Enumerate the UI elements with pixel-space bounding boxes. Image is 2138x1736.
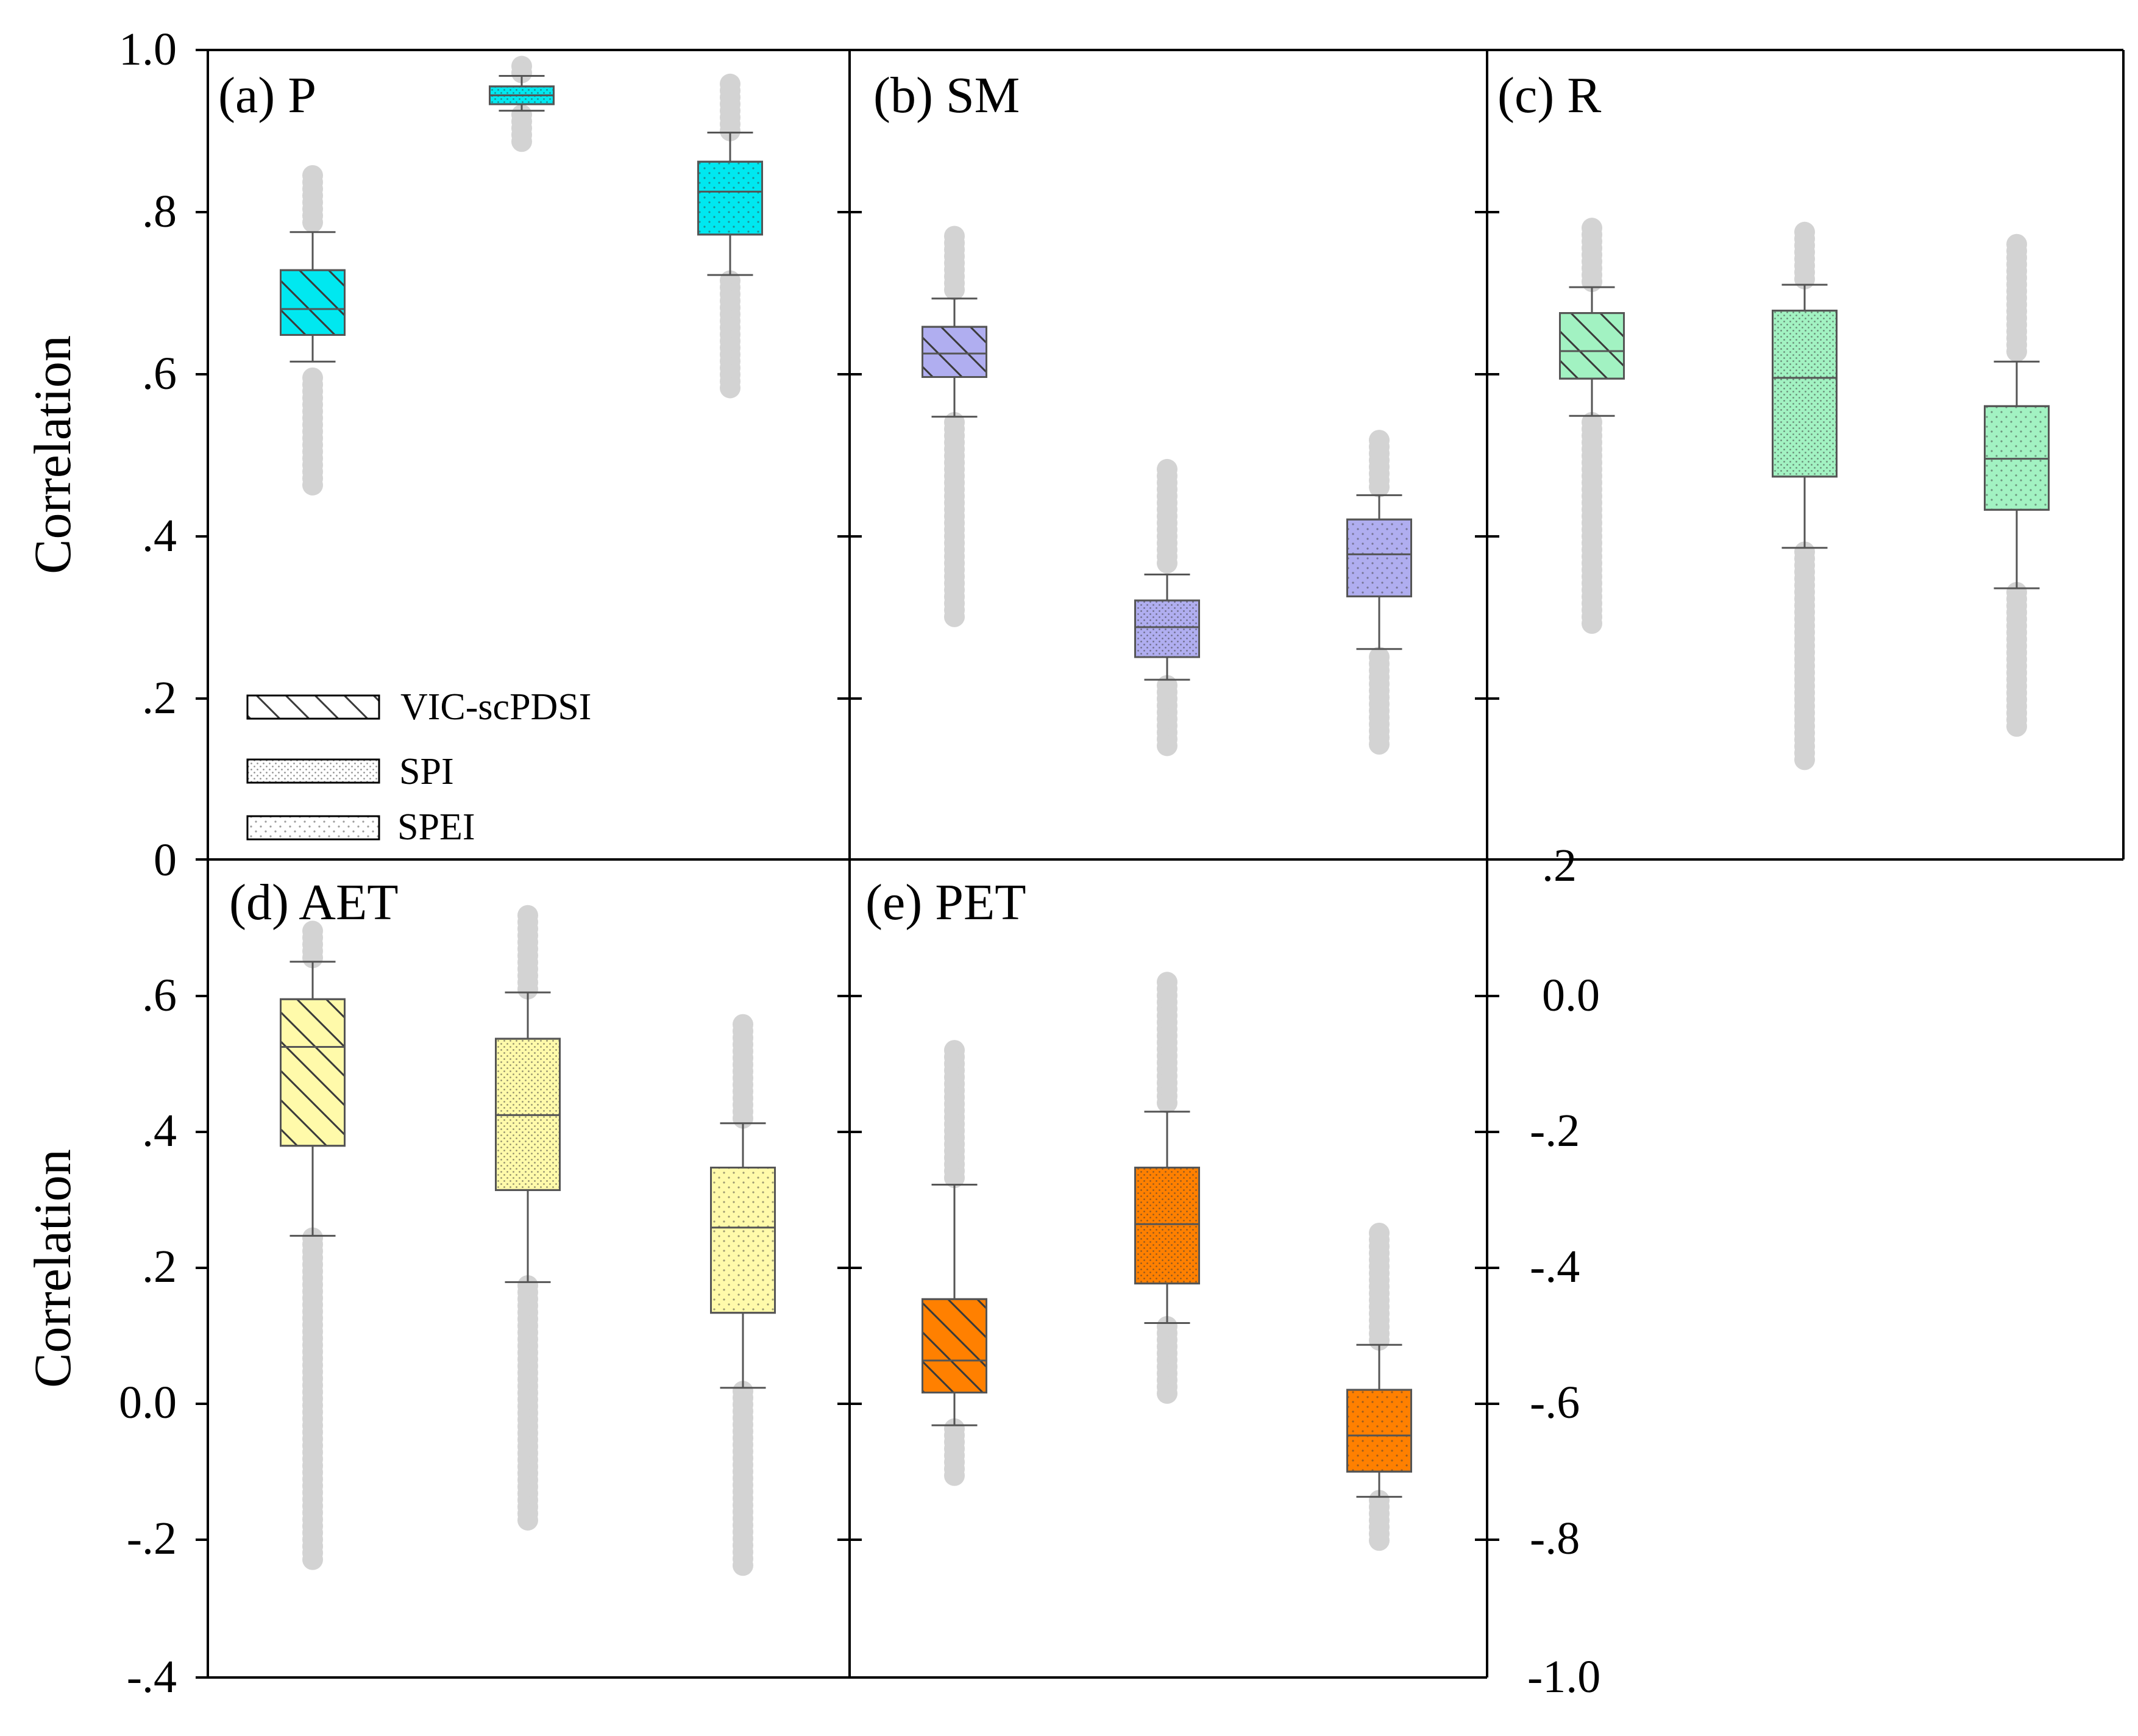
box-spi: [1134, 1111, 1200, 1324]
box-pattern: [1134, 1166, 1200, 1285]
box-spei: [1346, 1343, 1412, 1498]
tick-label: -.8: [1530, 1513, 1580, 1564]
panel-titles: (a) P (b) SM (c) R (d) AET (e) PET: [218, 67, 1601, 931]
box-pattern: [710, 1166, 776, 1314]
tick-label: .2: [1542, 840, 1577, 891]
box-spei: [1346, 494, 1412, 650]
outlier-point: [1369, 734, 1390, 755]
outlier-point: [1369, 477, 1390, 498]
tick-label: .4: [142, 1105, 177, 1156]
tick-label: .2: [142, 672, 177, 724]
tick-label: -.4: [1530, 1241, 1580, 1292]
panel-title-p: (a) P: [218, 67, 316, 124]
tick-label: -.4: [127, 1651, 177, 1702]
outlier-point: [944, 279, 965, 301]
y-axis-label-top: Correlation: [23, 335, 82, 574]
legend-entry-vic-scpdsi: VIC-scPDSI: [246, 686, 591, 728]
box-spi: [1134, 574, 1200, 681]
box-vic-scpdsi: [922, 297, 987, 418]
outlier-point: [1157, 735, 1177, 756]
box-pattern: [280, 269, 346, 336]
tick-label: .6: [142, 348, 177, 399]
panel-title-r: (c) R: [1497, 67, 1601, 124]
outlier-point: [1157, 1383, 1177, 1404]
box-spi: [489, 74, 555, 112]
box-pattern: [1772, 310, 1838, 478]
outlier-point: [720, 120, 740, 141]
box-pattern: [922, 1298, 987, 1394]
box-pattern: [1134, 599, 1200, 658]
box-pattern: [1346, 1389, 1412, 1473]
box-spei: [710, 1122, 776, 1389]
tick-label: .6: [142, 970, 177, 1021]
outlier-point: [944, 606, 965, 627]
outlier-point: [302, 212, 323, 233]
outlier-point: [302, 1549, 323, 1570]
tick-label: -1.0: [1527, 1651, 1600, 1702]
outlier-point: [511, 62, 532, 84]
tick-label: .2: [142, 1241, 177, 1292]
outlier-point: [944, 1465, 965, 1486]
legend-entry-spei: SPEI: [246, 806, 475, 848]
legend-swatch-sparse-fill: [246, 815, 380, 841]
outlier-point: [2006, 716, 2027, 737]
tick-label: -.2: [1530, 1105, 1580, 1156]
tick-label: 1.0: [119, 24, 177, 75]
tick-label: .8: [142, 186, 177, 237]
outlier-points: [302, 55, 2027, 1576]
legend: VIC-scPDSI SPI SPEI: [246, 686, 591, 848]
tick-label: 0: [154, 834, 177, 886]
outlier-point: [1369, 1530, 1390, 1551]
legend-label: SPEI: [397, 806, 475, 848]
outlier-point: [944, 1167, 965, 1189]
tick-label: .4: [142, 510, 177, 561]
box-spi: [495, 991, 561, 1283]
box-spei: [1984, 360, 2050, 589]
tick-label: 0.0: [1542, 970, 1600, 1021]
box-vic-scpdsi: [1559, 286, 1625, 417]
outlier-point: [1794, 749, 1815, 770]
tick-label: -.6: [1530, 1377, 1580, 1428]
legend-swatch-dense-fill: [246, 758, 380, 784]
box-pattern: [1346, 518, 1412, 597]
outlier-point: [720, 377, 740, 399]
tick-labels-top: 1.0 .8 .6 .4 .2 0: [119, 24, 177, 886]
box-spei: [697, 131, 763, 276]
box-vic-scpdsi: [280, 961, 346, 1237]
outlier-point: [302, 947, 323, 969]
box-pattern: [922, 326, 987, 379]
outlier-point: [733, 1555, 753, 1576]
outlier-point: [1157, 1092, 1177, 1114]
panel-title-sm: (b) SM: [873, 67, 1020, 124]
tick-label: -.2: [127, 1513, 177, 1564]
tick-labels-bottom-left: .6 .4 .2 0.0 -.2 -.4: [119, 970, 177, 1702]
tick-labels-bottom-right: .2 0.0 -.2 -.4 -.6 -.8 -1.0: [1527, 840, 1600, 1702]
panel-frames: [207, 49, 2125, 1679]
legend-label: SPI: [399, 751, 454, 792]
y-axis-label-bottom: Correlation: [23, 1149, 82, 1388]
legend-label: VIC-scPDSI: [400, 686, 591, 728]
box-vic-scpdsi: [280, 231, 346, 363]
outlier-point: [1157, 552, 1177, 574]
box-pattern: [697, 160, 763, 236]
box-elements: [280, 74, 2050, 1498]
legend-entry-spi: SPI: [246, 751, 454, 792]
outlier-point: [511, 131, 532, 152]
outlier-point: [2006, 341, 2027, 362]
tick-label: 0.0: [119, 1377, 177, 1428]
box-pattern: [280, 998, 346, 1147]
outlier-point: [517, 978, 538, 1000]
tick-marks: [196, 49, 1499, 1679]
legend-swatch-hatch-fill: [246, 694, 380, 720]
panel-title-aet: (d) AET: [229, 874, 399, 931]
box-vic-scpdsi: [922, 1183, 987, 1426]
box-pattern: [1559, 312, 1625, 380]
outlier-point: [517, 1509, 538, 1531]
panel-title-pet: (e) PET: [865, 874, 1026, 931]
outlier-point: [302, 474, 323, 496]
box-spi: [1772, 283, 1838, 549]
outlier-point: [1582, 613, 1602, 634]
